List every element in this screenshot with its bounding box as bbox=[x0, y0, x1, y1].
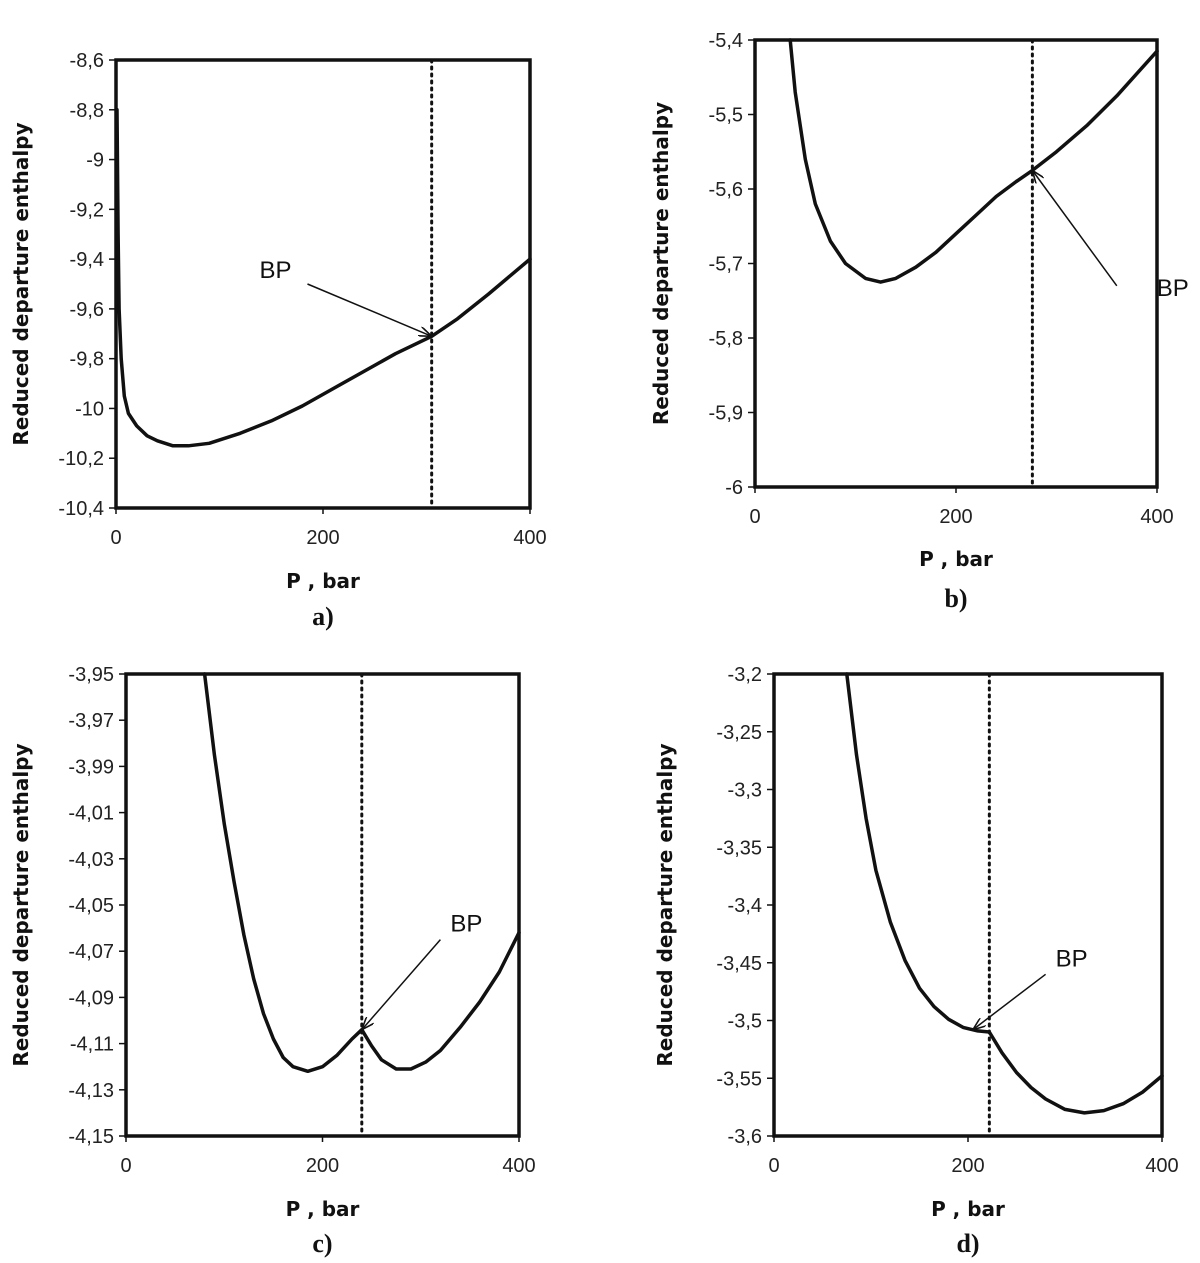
y-axis-label: Reduced departure enthalpy bbox=[9, 122, 33, 445]
y-tick-label: -5,5 bbox=[709, 105, 743, 127]
x-axis-label: P , bar bbox=[931, 1197, 1005, 1221]
x-tick-label: 0 bbox=[120, 1155, 131, 1177]
panel-label: d) bbox=[956, 1229, 979, 1258]
panel-label: c) bbox=[312, 1229, 332, 1258]
y-tick-label: -4,03 bbox=[68, 849, 114, 871]
chart-a: -8,6 -8,8 -9 -9,2 -9,4 -9,6 -9,8 -10 -10,2 -10,4 0… bbox=[9, 50, 547, 631]
y-tick-label: -3,2 bbox=[728, 664, 762, 686]
annotation-label: BP bbox=[259, 257, 291, 284]
x-tick-label: 400 bbox=[1145, 1155, 1178, 1177]
annotation-label: BP bbox=[1157, 275, 1189, 302]
y-tick-label: -9,2 bbox=[70, 199, 104, 221]
y-tick-label: -3,95 bbox=[68, 664, 114, 686]
y-tick-label: -5,7 bbox=[709, 254, 743, 276]
annotation-arrow bbox=[307, 283, 431, 336]
y-tick-label: -4,05 bbox=[68, 895, 114, 917]
y-tick-label: -3,97 bbox=[68, 710, 114, 732]
x-tick-label: 400 bbox=[513, 527, 546, 549]
panel-label: b) bbox=[944, 584, 967, 613]
x-axis-label: P , bar bbox=[286, 569, 360, 593]
series-line bbox=[788, 38, 1159, 284]
y-tick-label: -10 bbox=[75, 398, 104, 420]
series-line bbox=[202, 672, 521, 1074]
x-axis-label: P , bar bbox=[919, 547, 993, 571]
y-tick-label: -9,6 bbox=[70, 299, 104, 321]
y-tick-label: -10,2 bbox=[58, 448, 104, 470]
y-tick-label: -4,11 bbox=[70, 1034, 114, 1056]
y-tick-label: -3,99 bbox=[68, 756, 114, 778]
panel-label: a) bbox=[312, 602, 334, 631]
y-tick-label: -8,6 bbox=[70, 50, 104, 72]
y-axis-label: Reduced departure enthalpy bbox=[653, 743, 677, 1066]
y-tick-label: -5,8 bbox=[709, 328, 743, 350]
y-tick-label: -9,4 bbox=[70, 249, 104, 271]
x-tick-label: 200 bbox=[951, 1155, 984, 1177]
y-tick-label: -3,5 bbox=[728, 1011, 762, 1033]
annotation-arrow bbox=[362, 939, 441, 1030]
x-tick-label: 0 bbox=[749, 506, 760, 528]
y-tick-label: -3,25 bbox=[716, 722, 762, 744]
x-tick-label: 200 bbox=[306, 527, 339, 549]
plot-frame bbox=[114, 58, 532, 510]
annotation-arrow bbox=[1032, 170, 1118, 287]
y-tick-label: -5,9 bbox=[709, 403, 743, 425]
plot-frame bbox=[753, 38, 1159, 489]
y-axis-label: Reduced departure enthalpy bbox=[9, 743, 33, 1066]
annotation-label: BP bbox=[1056, 945, 1088, 972]
chart-c: -3,95 -3,97 -3,99 -4,01 -4,03 -4,05 -4,07 -4,09… bbox=[9, 664, 536, 1258]
y-tick-label: -8,8 bbox=[70, 100, 104, 122]
y-tick-label: -4,01 bbox=[68, 803, 114, 825]
y-axis-label: Reduced departure enthalpy bbox=[649, 102, 673, 425]
x-tick-label: 0 bbox=[110, 527, 121, 549]
x-tick-label: 200 bbox=[939, 506, 972, 528]
y-tick-label: -5,4 bbox=[709, 30, 743, 52]
y-tick-label: -4,07 bbox=[68, 941, 114, 963]
x-tick-label: 200 bbox=[306, 1155, 339, 1177]
y-tick-label: -9 bbox=[86, 150, 104, 172]
annotation-arrow bbox=[973, 973, 1047, 1029]
x-axis-label: P , bar bbox=[286, 1197, 360, 1221]
series-line bbox=[115, 108, 532, 448]
plot-frame bbox=[772, 672, 1164, 1138]
chart-d: -3,2 -3,25 -3,3 -3,35 -3,4 -3,45 -3,5 -3,55 -3,6… bbox=[653, 664, 1179, 1258]
x-tick-label: 0 bbox=[768, 1155, 779, 1177]
annotation-label: BP bbox=[450, 911, 482, 938]
chart-b: -5,4 -5,5 -5,6 -5,7 -5,8 -5,9 -6 0 200 400 P , bar… bbox=[649, 30, 1189, 613]
y-tick-label: -3,55 bbox=[716, 1068, 762, 1090]
y-tick-label: -10,4 bbox=[58, 498, 104, 520]
y-tick-label: -4,09 bbox=[68, 987, 114, 1009]
y-tick-label: -4,13 bbox=[68, 1080, 114, 1102]
y-tick-label: -3,45 bbox=[716, 953, 762, 975]
x-tick-label: 400 bbox=[1140, 506, 1173, 528]
y-tick-label: -5,6 bbox=[709, 179, 743, 201]
x-tick-label: 400 bbox=[502, 1155, 535, 1177]
y-tick-label: -3,35 bbox=[716, 837, 762, 859]
series-line bbox=[845, 672, 1164, 1115]
y-tick-label: -3,6 bbox=[728, 1126, 762, 1148]
y-tick-label: -3,3 bbox=[728, 780, 762, 802]
y-tick-label: -9,8 bbox=[70, 349, 104, 371]
y-tick-label: -4,15 bbox=[68, 1126, 114, 1148]
y-tick-label: -3,4 bbox=[728, 895, 762, 917]
y-tick-label: -6 bbox=[725, 477, 743, 499]
